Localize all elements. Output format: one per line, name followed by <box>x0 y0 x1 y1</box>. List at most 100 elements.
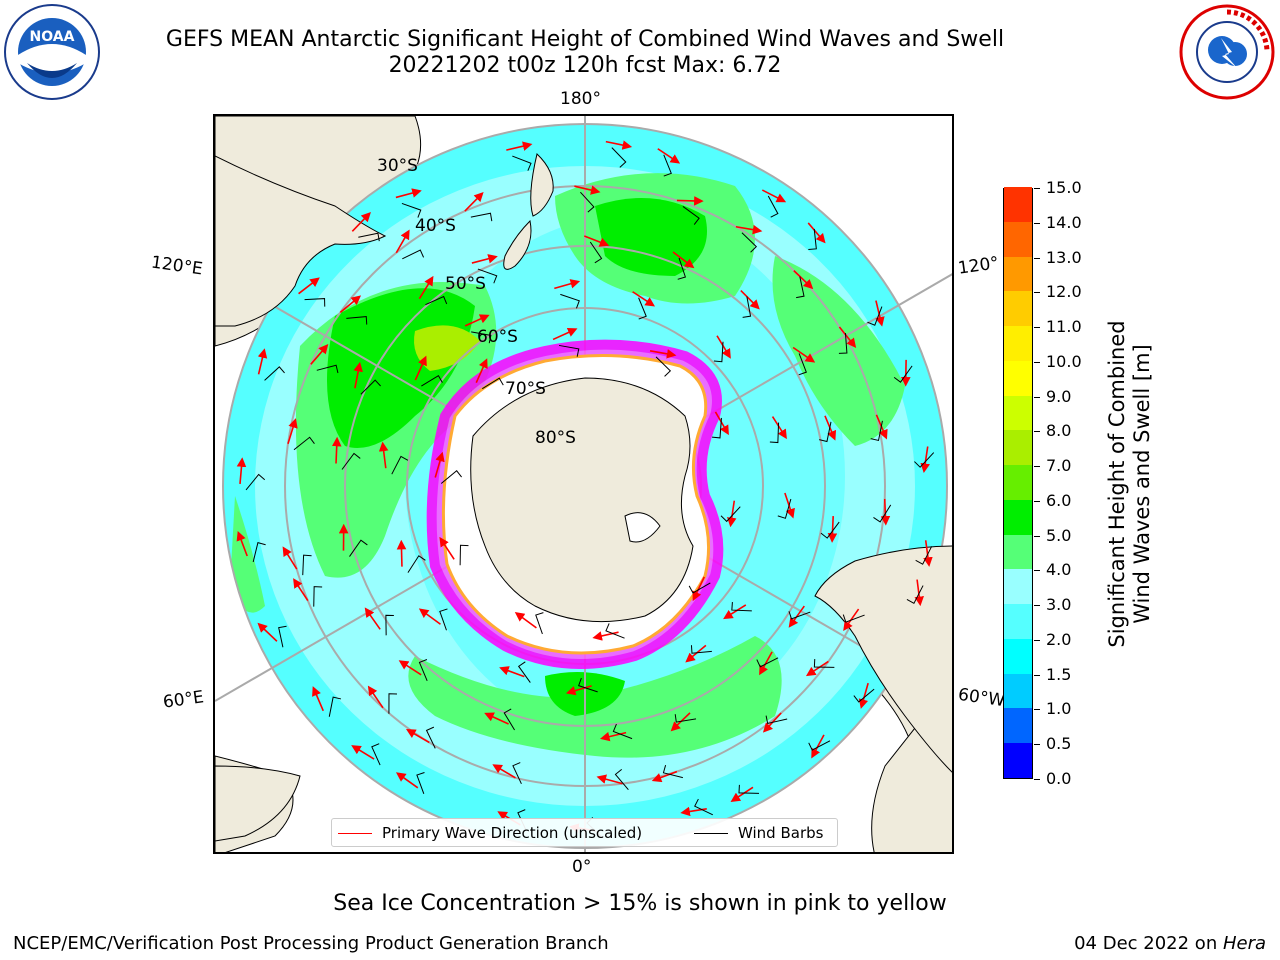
new-zealand <box>503 153 554 270</box>
wave-direction-arrow <box>649 349 677 359</box>
wind-barb <box>711 417 722 439</box>
colorbar-tick-label: 4.0 <box>1034 562 1071 578</box>
lat-label-70: 70°S <box>505 379 546 399</box>
credit-date-text: 04 Dec 2022 on <box>1074 933 1223 954</box>
wave-direction-arrow <box>788 605 805 628</box>
wind-barb <box>293 436 315 451</box>
wind-barb <box>677 257 687 280</box>
wind-barb <box>341 452 361 470</box>
wind-barb <box>808 740 831 751</box>
wind-barb <box>867 306 883 326</box>
wind-barb <box>512 155 532 171</box>
wave-direction-arrow <box>236 457 247 485</box>
wave-direction-arrow <box>339 295 362 314</box>
wave-direction-arrow <box>670 712 691 732</box>
wave-direction-arrow <box>792 346 816 363</box>
wave-direction-arrow <box>811 734 825 759</box>
wind-barb <box>663 154 672 177</box>
wave-direction-arrow <box>875 414 888 440</box>
wave-direction-arrow <box>351 211 371 232</box>
wave-direction-arrow <box>574 185 601 195</box>
wind-barb <box>611 147 627 168</box>
wind-barb <box>278 625 287 648</box>
legend-item-barbs: Wind Barbs <box>694 824 823 842</box>
lon-label-right-upper: 120° <box>956 253 1001 279</box>
wave-direction-arrow <box>651 770 678 783</box>
lon-label-bottom: 0° <box>572 857 592 877</box>
colorbar-tick-label: 8.0 <box>1034 423 1071 439</box>
wind-barb <box>765 715 788 725</box>
wave-direction-arrow <box>514 612 537 629</box>
colorbar-tick-label: 9.0 <box>1034 388 1071 405</box>
wind-barb <box>731 602 752 612</box>
colorbar-segment <box>1004 429 1032 466</box>
wave-direction-arrow <box>923 540 933 567</box>
wave-direction-arrow <box>395 229 410 254</box>
wind-barb <box>605 623 625 639</box>
colorbar-tick-label: 2.0 <box>1034 631 1071 648</box>
wind-barb <box>820 521 840 539</box>
lat-label-80: 80°S <box>535 428 576 448</box>
wave-direction-arrow <box>824 415 837 441</box>
colorbar-tick-label: 10.0 <box>1034 353 1082 370</box>
wind-barb <box>788 611 811 620</box>
wind-barb <box>741 232 758 253</box>
wave-direction-arrow <box>827 516 838 543</box>
wind-barb <box>252 541 266 563</box>
wind-barb <box>720 506 741 523</box>
colorbar-tick-label: 13.0 <box>1034 249 1082 266</box>
colorbar-tick-label: 5.0 <box>1034 527 1071 544</box>
colorbar-tick-label: 11.0 <box>1034 319 1082 335</box>
wind-barb <box>742 296 752 318</box>
wave-direction-arrow <box>439 536 455 560</box>
wave-direction-arrow <box>920 446 930 474</box>
wind-barb <box>558 344 580 357</box>
africa <box>215 765 301 842</box>
chart-subtitle: 20221202 t00z 120h fcst Max: 6.72 <box>388 53 782 78</box>
wave-direction-arrow <box>395 772 419 789</box>
wind-barb <box>682 206 700 225</box>
wave-direction-arrow <box>312 686 324 712</box>
wave-direction-arrow <box>680 806 707 817</box>
wave-direction-arrow <box>657 148 681 164</box>
wave-direction-arrow <box>676 196 704 206</box>
colorbar-tick-label: 1.0 <box>1034 701 1071 717</box>
wave-direction-arrow <box>735 224 763 235</box>
vector-layer <box>236 140 935 838</box>
wave-direction-arrow <box>287 418 298 444</box>
wave-direction-arrow <box>492 764 516 779</box>
wave-direction-arrow <box>398 660 422 676</box>
colorbar-tick-label: 7.0 <box>1034 458 1071 474</box>
wave-direction-arrow <box>464 191 484 212</box>
wave-direction-arrow <box>583 235 610 247</box>
colorbar-tick-label: 3.0 <box>1034 597 1071 613</box>
wind-barb <box>421 374 443 387</box>
wind-barb <box>578 677 598 693</box>
legend-label-wave: Primary Wave Direction (unscaled) <box>382 824 643 842</box>
wind-barb <box>346 316 368 325</box>
wind-barb <box>471 331 492 344</box>
credit-branch: NCEP/EMC/Verification Post Processing Pr… <box>13 933 609 954</box>
wave-direction-arrow <box>484 712 509 725</box>
wave-direction-arrow <box>353 361 363 389</box>
legend-label-barbs: Wind Barbs <box>738 824 824 842</box>
wave-direction-arrow <box>378 441 389 469</box>
colorbar-segment <box>1004 603 1032 639</box>
wave-direction-arrow <box>793 270 814 290</box>
lon-label-left-lower: 60°E <box>161 687 206 713</box>
wind-barb <box>481 377 504 390</box>
colorbar-tick-label: 0.5 <box>1034 736 1071 752</box>
lat-label-40: 40°S <box>415 216 456 236</box>
colorbar-segment <box>1004 673 1032 709</box>
wind-barb <box>738 784 759 794</box>
wind-barb <box>302 554 312 576</box>
wave-direction-arrow <box>499 666 525 678</box>
wind-barb <box>914 452 935 468</box>
wave-direction-arrow <box>414 355 427 381</box>
wave-direction-arrow <box>418 608 441 625</box>
wind-barb <box>842 614 865 623</box>
wind-barb <box>416 772 425 794</box>
lon-label-right-lower: 60°W <box>956 684 1007 712</box>
wave-direction-arrow <box>600 731 627 742</box>
colorbar-tick-label: 12.0 <box>1034 284 1082 300</box>
